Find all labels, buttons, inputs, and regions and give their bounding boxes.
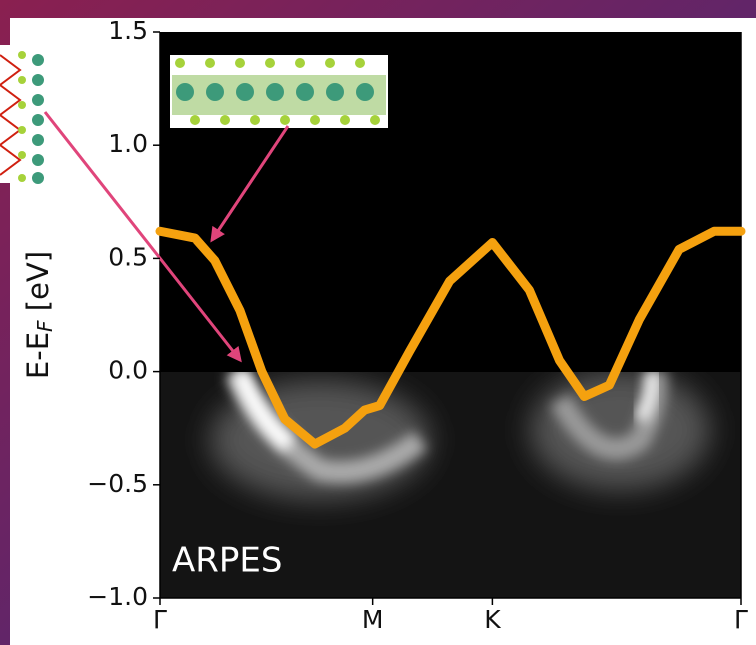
y-tick-label: 1.0 <box>108 129 148 158</box>
inset-structure-top <box>170 55 388 128</box>
arrow <box>210 125 290 243</box>
band-line <box>155 226 746 449</box>
y-axis-label: E-EF [eV] <box>21 251 57 379</box>
y-tick-label: 0.0 <box>108 356 148 385</box>
arrow <box>43 111 242 363</box>
y-tick-label: −1.0 <box>87 582 148 611</box>
x-tick-label: Γ <box>734 605 748 634</box>
x-tick-label: M <box>362 605 384 634</box>
x-tick-label: Γ <box>153 605 167 634</box>
x-tick-label: K <box>484 605 501 634</box>
y-tick-label: 1.5 <box>108 16 148 45</box>
inset-structure-left <box>0 45 48 184</box>
arpes-annotation: ARPES <box>172 541 282 581</box>
y-tick-label: 0.5 <box>108 242 148 271</box>
y-tick-label: −0.5 <box>87 469 148 498</box>
